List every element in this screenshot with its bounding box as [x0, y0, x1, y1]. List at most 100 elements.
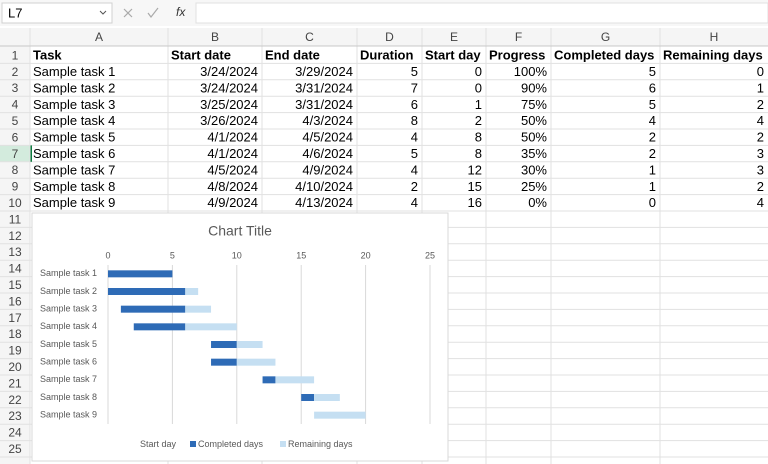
cell: 100% — [514, 64, 548, 79]
row-header: 5 — [12, 114, 19, 128]
cell: 4/3/2024 — [302, 113, 353, 128]
row-header: 18 — [8, 327, 22, 341]
row-header: 25 — [8, 442, 22, 456]
name-box[interactable] — [1, 2, 113, 24]
column-header-bar — [0, 28, 768, 46]
cell: 15 — [468, 179, 482, 194]
selected-row-header — [0, 145, 30, 162]
cell: 0 — [649, 195, 656, 210]
row-header: 21 — [8, 376, 22, 390]
bar-segment — [275, 376, 315, 384]
row-header: 10 — [8, 196, 22, 210]
row-header: 2 — [12, 65, 19, 79]
function-button[interactable]: fx — [176, 5, 186, 19]
cell: 4/9/2024 — [207, 195, 258, 210]
cell: 2 — [411, 179, 418, 194]
cell: 1 — [649, 179, 656, 194]
formula-input[interactable] — [195, 2, 768, 24]
cell: 2 — [475, 113, 482, 128]
enter-icon[interactable] — [147, 7, 159, 18]
column-header: D — [385, 30, 394, 44]
cell: 2 — [757, 179, 764, 194]
column-header: H — [710, 30, 719, 44]
cell: Sample task 3 — [33, 97, 115, 112]
cell: 0 — [475, 80, 482, 95]
column-header: C — [305, 30, 314, 44]
y-tick-label: Sample task 2 — [40, 286, 97, 296]
row-header: 8 — [12, 163, 19, 177]
column-header: B — [211, 30, 219, 44]
column-header: F — [515, 30, 522, 44]
cell: 4/5/2024 — [302, 130, 353, 145]
cell: Sample task 8 — [33, 179, 115, 194]
y-tick-label: Sample task 3 — [40, 304, 97, 314]
bar-segment — [185, 323, 237, 331]
legend-label: Start day — [140, 439, 177, 449]
cell: 4 — [757, 195, 764, 210]
column-header: E — [450, 30, 458, 44]
row-header: 17 — [8, 311, 22, 325]
bar-segment — [314, 394, 340, 401]
bar-segment — [236, 358, 276, 366]
legend-marker — [280, 441, 286, 447]
cell: 4/10/2024 — [295, 179, 353, 194]
cell: 30% — [521, 162, 547, 177]
row-header: 20 — [8, 360, 22, 374]
cell: 5 — [649, 64, 656, 79]
header-cell: End date — [265, 48, 320, 63]
cell: Sample task 2 — [33, 80, 115, 95]
row-header: 9 — [12, 180, 19, 194]
bar-segment — [301, 394, 315, 401]
bar-segment — [211, 341, 237, 348]
x-tick-label: 5 — [170, 250, 175, 260]
cancel-icon[interactable] — [123, 8, 133, 18]
y-tick-label: Sample task 4 — [40, 321, 97, 331]
cell: 12 — [468, 162, 482, 177]
x-tick-label: 25 — [425, 250, 435, 260]
cell: 1 — [757, 80, 764, 95]
cell: 3/31/2024 — [295, 80, 353, 95]
cell: 8 — [411, 113, 418, 128]
name-box-dropdown[interactable] — [99, 10, 107, 15]
cell: 50% — [521, 113, 547, 128]
name-box-text: L7 — [8, 5, 22, 20]
y-tick-label: Sample task 1 — [40, 268, 97, 278]
cell: Sample task 7 — [33, 162, 115, 177]
cell: 3/29/2024 — [295, 64, 353, 79]
row-header: 6 — [12, 130, 19, 144]
bar-segment — [262, 376, 276, 384]
y-tick-label: Sample task 8 — [40, 392, 97, 402]
x-tick-label: 20 — [361, 250, 371, 260]
cell: 4/8/2024 — [207, 179, 258, 194]
row-header: 13 — [8, 245, 22, 259]
cell: 4 — [757, 113, 764, 128]
legend-label: Remaining days — [288, 439, 353, 449]
bar-segment — [120, 305, 186, 313]
cell: 4 — [649, 113, 656, 128]
cell: 4 — [411, 162, 418, 177]
cell: 90% — [521, 80, 547, 95]
cell: 35% — [521, 146, 547, 161]
cell: 75% — [521, 97, 547, 112]
cell: 3 — [757, 146, 764, 161]
row-header: 15 — [8, 278, 22, 292]
column-header: A — [95, 30, 103, 44]
header-cell: Completed days — [554, 48, 654, 63]
cell: 7 — [411, 80, 418, 95]
cell: 2 — [649, 130, 656, 145]
cell: 50% — [521, 130, 547, 145]
cell: 0 — [757, 64, 764, 79]
column-header: G — [601, 30, 610, 44]
cell: 1 — [475, 97, 482, 112]
cell: 4/5/2024 — [207, 162, 258, 177]
bar-segment — [108, 270, 173, 278]
row-header: 23 — [8, 409, 22, 423]
y-tick-label: Sample task 7 — [40, 374, 97, 384]
cell: 2 — [757, 97, 764, 112]
cell: 2 — [757, 130, 764, 145]
cell: 3 — [757, 162, 764, 177]
cell: 8 — [475, 130, 482, 145]
y-tick-label: Sample task 6 — [40, 357, 97, 367]
row-header: 3 — [12, 81, 19, 95]
chart: Chart Title 0 5 10 15 20 25 Sample task 1 Sample… — [31, 212, 449, 462]
